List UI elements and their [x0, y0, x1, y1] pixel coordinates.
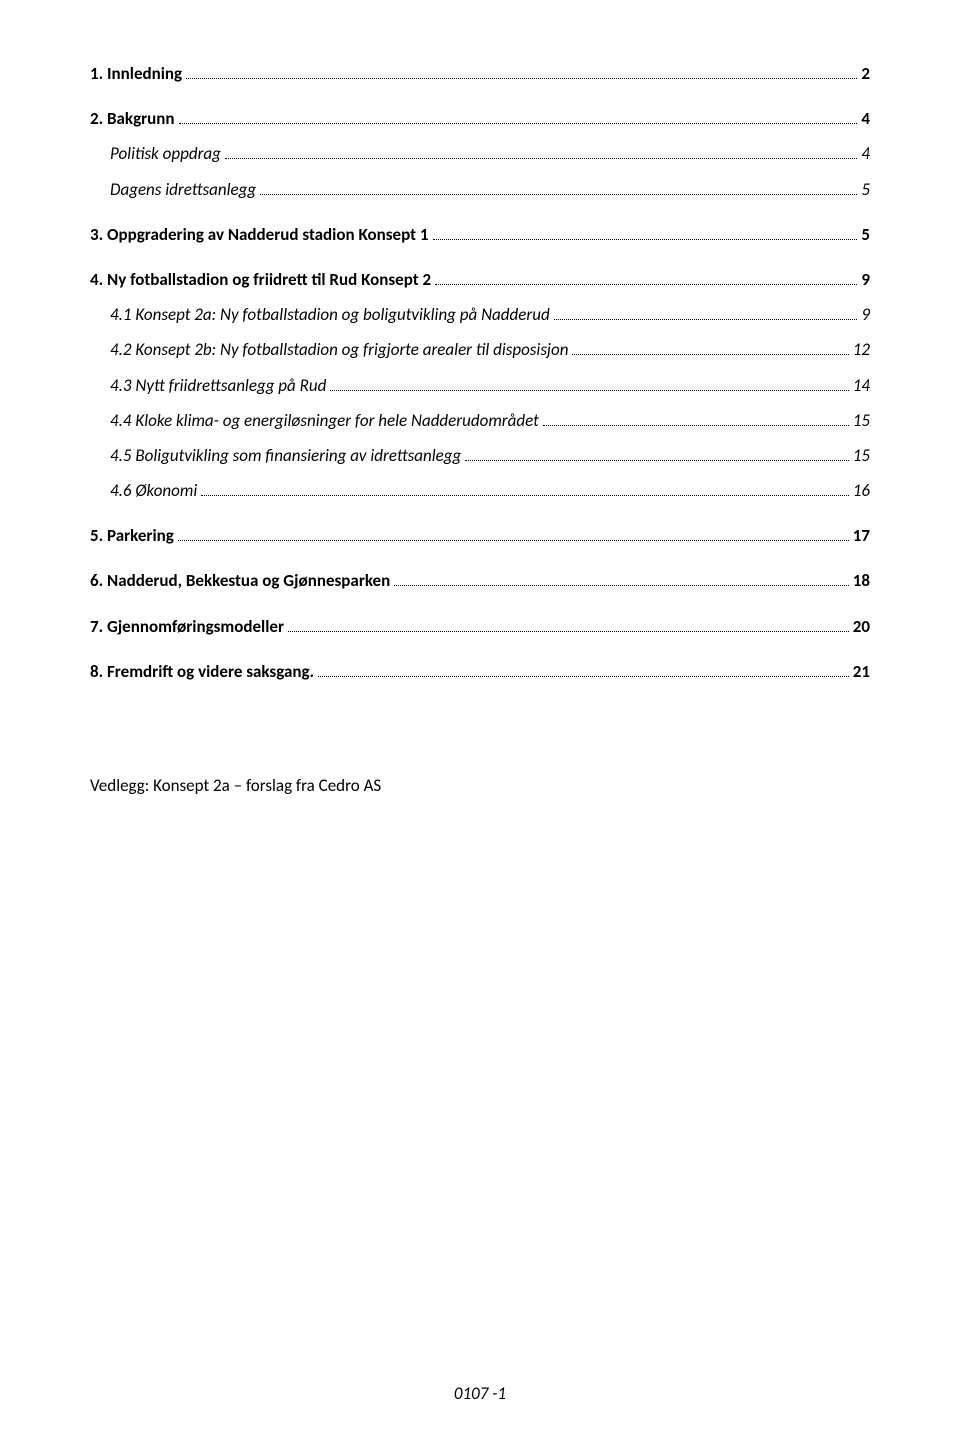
document-page: 1. Innledning22. Bakgrunn4Politisk oppdr…: [0, 0, 960, 1444]
toc-entry-page: 5: [861, 176, 870, 203]
toc-leader-dots: [394, 585, 849, 586]
toc-leader-dots: [543, 425, 849, 426]
toc-entry-label: 4.1 Konsept 2a: Ny fotballstadion og bol…: [110, 301, 550, 328]
toc-entry-label: Dagens idrettsanlegg: [110, 176, 256, 203]
toc-leader-dots: [178, 540, 849, 541]
toc-entry-page: 12: [853, 336, 870, 363]
toc-entry-label: 4.5 Boligutvikling som finansiering av i…: [110, 442, 461, 469]
toc-entry-label: 4.6 Økonomi: [110, 477, 197, 504]
toc-entry-page: 2: [861, 60, 870, 87]
toc-entry-label: 1. Innledning: [90, 60, 182, 87]
toc-entry-label: 8. Fremdrift og videre saksgang.: [90, 658, 314, 685]
toc-entry-page: 15: [853, 407, 870, 434]
toc-entry: Dagens idrettsanlegg 5: [90, 176, 870, 203]
appendix-line: Vedlegg: Konsept 2a – forslag fra Cedro …: [90, 775, 870, 796]
toc-entry: 4.4 Kloke klima- og energiløsninger for …: [90, 407, 870, 434]
toc-leader-dots: [330, 390, 848, 391]
toc-entry-label: 4.3 Nytt friidrettsanlegg på Rud: [110, 372, 326, 399]
toc-leader-dots: [225, 158, 857, 159]
toc-entry-page: 20: [853, 613, 870, 640]
toc-entry-page: 16: [853, 477, 870, 504]
toc-entry-page: 5: [861, 221, 870, 248]
toc-entry: Politisk oppdrag 4: [90, 140, 870, 167]
toc-leader-dots: [433, 239, 858, 240]
toc-entry: 4.1 Konsept 2a: Ny fotballstadion og bol…: [90, 301, 870, 328]
toc-entry: 1. Innledning 2: [90, 60, 870, 87]
toc-entry-page: 18: [853, 567, 870, 594]
toc-entry-page: 15: [853, 442, 870, 469]
toc-entry: 7. Gjennomføringsmodeller 20: [90, 613, 870, 640]
toc-leader-dots: [186, 78, 857, 79]
toc-leader-dots: [435, 284, 857, 285]
toc-leader-dots: [179, 123, 858, 124]
toc-entry: 5. Parkering 17: [90, 522, 870, 549]
toc-leader-dots: [318, 676, 849, 677]
toc-entry-label: 4. Ny fotballstadion og friidrett til Ru…: [90, 266, 431, 293]
toc-entry-page: 9: [861, 266, 870, 293]
toc-entry-page: 17: [853, 522, 870, 549]
table-of-contents: 1. Innledning22. Bakgrunn4Politisk oppdr…: [90, 60, 870, 685]
toc-entry-label: 3. Oppgradering av Nadderud stadion Kons…: [90, 221, 429, 248]
toc-entry-label: 4.4 Kloke klima- og energiløsninger for …: [110, 407, 539, 434]
toc-entry-label: 7. Gjennomføringsmodeller: [90, 613, 284, 640]
toc-entry-page: 21: [853, 658, 870, 685]
toc-entry: 4. Ny fotballstadion og friidrett til Ru…: [90, 266, 870, 293]
toc-entry-page: 4: [861, 140, 870, 167]
toc-entry: 4.2 Konsept 2b: Ny fotballstadion og fri…: [90, 336, 870, 363]
toc-entry: 3. Oppgradering av Nadderud stadion Kons…: [90, 221, 870, 248]
toc-entry: 4.5 Boligutvikling som finansiering av i…: [90, 442, 870, 469]
toc-leader-dots: [572, 354, 848, 355]
toc-leader-dots: [288, 631, 849, 632]
toc-leader-dots: [260, 194, 857, 195]
toc-entry-label: 2. Bakgrunn: [90, 105, 175, 132]
toc-entry-label: 4.2 Konsept 2b: Ny fotballstadion og fri…: [110, 336, 568, 363]
toc-entry-page: 14: [853, 372, 870, 399]
toc-leader-dots: [554, 319, 858, 320]
toc-entry-page: 9: [861, 301, 870, 328]
page-footer: 0107 -1: [0, 1383, 960, 1404]
toc-entry-label: 5. Parkering: [90, 522, 174, 549]
toc-entry: 4.6 Økonomi 16: [90, 477, 870, 504]
toc-leader-dots: [201, 495, 849, 496]
toc-leader-dots: [465, 460, 849, 461]
toc-entry-label: Politisk oppdrag: [110, 140, 221, 167]
toc-entry: 8. Fremdrift og videre saksgang. 21: [90, 658, 870, 685]
toc-entry: 4.3 Nytt friidrettsanlegg på Rud 14: [90, 372, 870, 399]
toc-entry-page: 4: [861, 105, 870, 132]
toc-entry: 2. Bakgrunn 4: [90, 105, 870, 132]
toc-entry: 6. Nadderud, Bekkestua og Gjønnesparken 1…: [90, 567, 870, 594]
toc-entry-label: 6. Nadderud, Bekkestua og Gjønnesparken: [90, 567, 390, 594]
